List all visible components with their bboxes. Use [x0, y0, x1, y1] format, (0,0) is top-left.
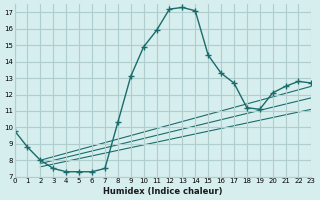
X-axis label: Humidex (Indice chaleur): Humidex (Indice chaleur)	[103, 187, 223, 196]
